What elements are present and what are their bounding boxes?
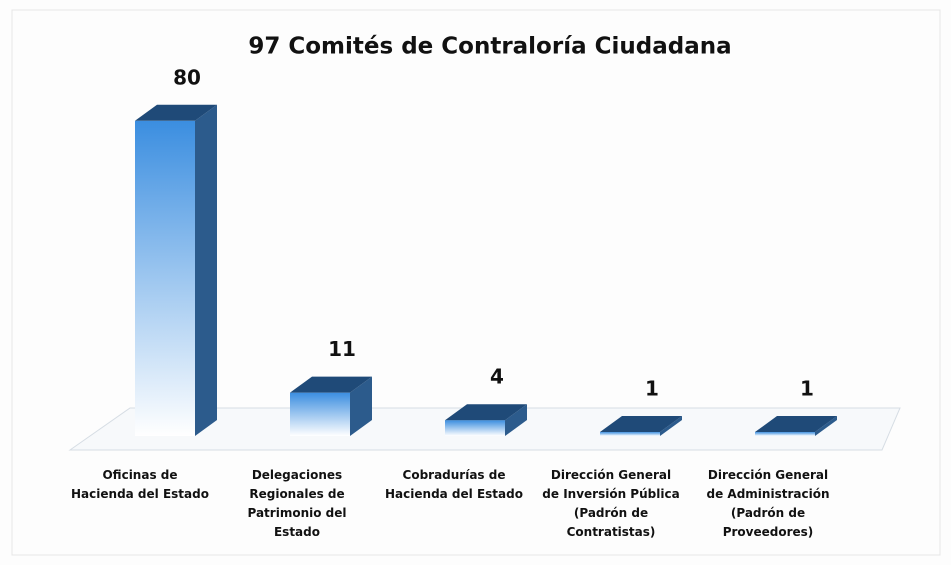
bar-top bbox=[290, 376, 372, 393]
value-label: 4 bbox=[490, 365, 504, 389]
bar-top bbox=[445, 404, 527, 421]
bar bbox=[290, 376, 372, 436]
x-tick-label: Delegaciones Regionales de Patrimonio de… bbox=[247, 468, 347, 539]
chart-frame bbox=[11, 9, 941, 556]
value-label: 1 bbox=[800, 377, 814, 401]
bar-side bbox=[815, 416, 837, 436]
bar bbox=[135, 104, 217, 437]
x-tick-label: Dirección General de Inversión Pública (… bbox=[542, 468, 680, 539]
bar-front bbox=[135, 120, 195, 437]
value-label: 1 bbox=[645, 377, 659, 401]
x-tick-label: Oficinas de Hacienda del Estado bbox=[71, 468, 209, 501]
bar-front bbox=[755, 432, 815, 436]
bar-top bbox=[135, 104, 217, 121]
bar bbox=[755, 416, 837, 436]
bar-top bbox=[755, 416, 837, 433]
bar-side bbox=[505, 404, 527, 436]
bar bbox=[445, 404, 527, 436]
bar-side bbox=[195, 104, 217, 437]
bar-side bbox=[350, 376, 372, 436]
value-label: 11 bbox=[328, 337, 356, 361]
bar-front bbox=[445, 420, 505, 436]
value-label: 80 bbox=[173, 65, 201, 89]
bar-front bbox=[290, 392, 350, 436]
bar-top bbox=[600, 416, 682, 433]
bar bbox=[600, 416, 682, 436]
chart-title: 97 Comités de Contraloría Ciudadana bbox=[248, 34, 731, 60]
x-tick-label: Cobradurías de Hacienda del Estado bbox=[385, 468, 523, 501]
bar-side bbox=[660, 416, 682, 436]
bar-front bbox=[600, 432, 660, 436]
x-tick-label: Dirección General de Administración (Pad… bbox=[706, 468, 830, 539]
